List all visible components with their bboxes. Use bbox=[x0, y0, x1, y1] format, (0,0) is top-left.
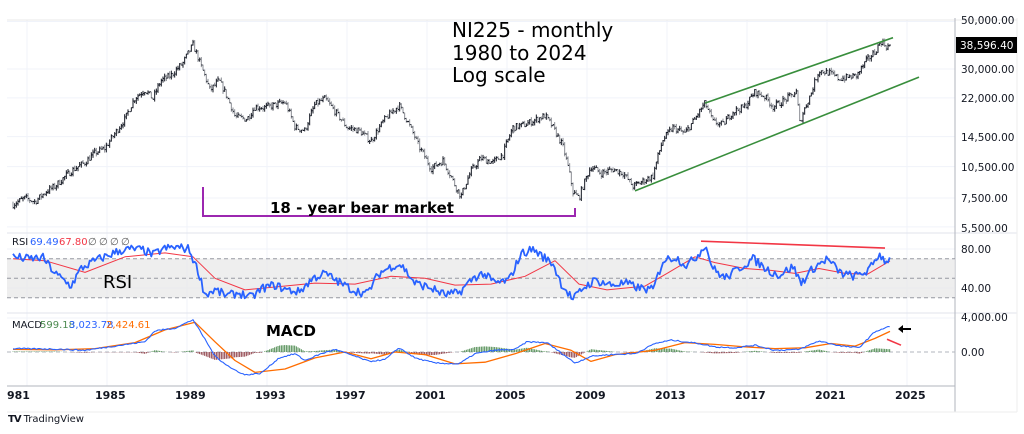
time-tick-label: 1993 bbox=[255, 389, 286, 402]
time-tick-label: 2001 bbox=[415, 389, 446, 402]
rsi-axis[interactable]: 80.00 40.00 bbox=[961, 244, 991, 295]
time-tick-label: 1985 bbox=[95, 389, 126, 402]
price-series bbox=[12, 38, 891, 210]
macd-tick-label: 0.00 bbox=[961, 347, 984, 359]
macd-line-value: 3,023.78 bbox=[69, 320, 114, 331]
time-tick-label: 2005 bbox=[495, 389, 526, 402]
bear-market-bracket[interactable] bbox=[202, 187, 576, 217]
rsi-ma-legend-value: 67.80 bbox=[59, 237, 88, 248]
price-tick-label: 10,500.00 bbox=[961, 162, 1014, 174]
rsi-legend-extra-3: ∅ bbox=[110, 237, 119, 248]
time-tick-label: 2017 bbox=[735, 389, 766, 402]
macd-line bbox=[12, 319, 890, 376]
macd-tick-label: 4,000.00 bbox=[961, 312, 1008, 324]
grid-lines bbox=[7, 20, 955, 386]
rsi-band-fill bbox=[7, 258, 955, 298]
rsi-series bbox=[12, 240, 891, 301]
rsi-band bbox=[7, 258, 955, 299]
title-line-1: NI225 - monthly bbox=[452, 18, 613, 42]
rsi-tick-label: 80.00 bbox=[961, 244, 991, 256]
price-axis[interactable]: 50,000.00 30,000.00 22,000.00 14,500.00 … bbox=[956, 15, 1017, 235]
time-tick-label: 2013 bbox=[655, 389, 686, 402]
title-line-2: 1980 to 2024 bbox=[452, 41, 587, 65]
macd-legend[interactable]: MACD 599.18 3,023.78 2,424.61 bbox=[12, 320, 151, 331]
trend-channel-upper-line bbox=[704, 36, 894, 104]
tradingview-logo-icon: TV bbox=[8, 414, 22, 425]
price-tick-label: 30,000.00 bbox=[961, 64, 1014, 76]
rsi-legend-extra-2: ∅ bbox=[99, 237, 108, 248]
rsi-legend-value: 69.49 bbox=[30, 237, 59, 248]
time-tick-label: 2025 bbox=[895, 389, 926, 402]
rsi-legend[interactable]: RSI 69.49 67.80 ∅ ∅ ∅ ∅ bbox=[12, 237, 130, 248]
title-line-3: Log scale bbox=[452, 63, 546, 87]
price-tick-label: 7,500.00 bbox=[961, 193, 1008, 205]
arrow-annotation[interactable] bbox=[898, 325, 911, 333]
price-tick-label: 14,500.00 bbox=[961, 132, 1014, 144]
rsi-legend-extra-1: ∅ bbox=[88, 237, 97, 248]
macd-divergence-line bbox=[886, 338, 902, 346]
chart-frame bbox=[7, 18, 1018, 413]
arrow-left-icon bbox=[898, 325, 903, 333]
macd-histogram-value: 599.18 bbox=[40, 320, 75, 331]
rsi-tick-label: 40.00 bbox=[961, 283, 991, 295]
rsi-annotation-label: RSI bbox=[103, 272, 132, 293]
rsi-legend-extra-4: ∅ bbox=[121, 237, 130, 248]
trend-channel[interactable] bbox=[634, 36, 920, 192]
time-tick-label: 981 bbox=[7, 389, 30, 402]
time-axis[interactable]: 981 1985 1989 1993 1997 2001 2005 2009 2013 2017 2… bbox=[7, 389, 926, 402]
brand-name: TradingView bbox=[23, 414, 84, 425]
rsi-divergence-line bbox=[700, 240, 886, 249]
macd-legend-name: MACD bbox=[12, 320, 42, 331]
macd-series bbox=[7, 319, 955, 376]
bear-market-label: 18 - year bear market bbox=[270, 199, 454, 217]
time-tick-label: 2009 bbox=[575, 389, 606, 402]
time-tick-label: 1989 bbox=[175, 389, 206, 402]
macd-annotation-label: MACD bbox=[266, 322, 316, 340]
bracket-line bbox=[202, 187, 576, 217]
last-price-label: 38,596.40 bbox=[960, 40, 1013, 52]
time-tick-label: 1997 bbox=[335, 389, 366, 402]
price-tick-label: 5,500.00 bbox=[961, 223, 1008, 235]
macd-signal-value: 2,424.61 bbox=[106, 320, 151, 331]
tradingview-brand[interactable]: TV TradingView bbox=[8, 414, 84, 425]
rsi-line bbox=[12, 243, 891, 301]
rsi-legend-name: RSI bbox=[12, 237, 28, 248]
macd-signal-line bbox=[12, 321, 891, 374]
trend-channel-lower-line bbox=[634, 76, 920, 192]
price-tick-label: 22,000.00 bbox=[961, 93, 1014, 105]
macd-axis[interactable]: 4,000.00 0.00 bbox=[961, 312, 1008, 359]
price-tick-label: 50,000.00 bbox=[961, 15, 1014, 27]
last-price-badge bbox=[956, 37, 1017, 53]
time-tick-label: 2021 bbox=[815, 389, 846, 402]
